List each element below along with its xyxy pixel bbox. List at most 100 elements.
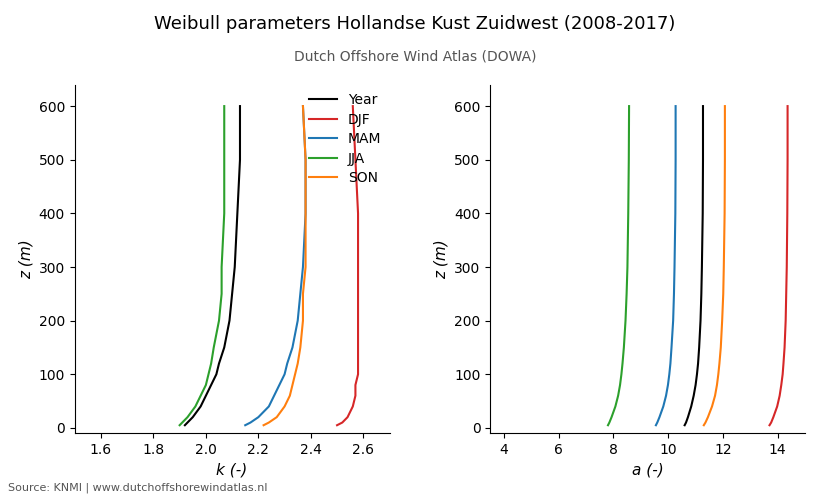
Year [180,422,190,428]
Y-axis label: z (m): z (m) [433,239,449,279]
JJA [622,264,632,270]
Line: MAM: MAM [245,106,305,425]
SON [715,345,725,351]
SON [720,103,730,109]
SON [717,318,727,324]
SON [701,419,710,425]
Text: Dutch Offshore Wind Atlas (DOWA): Dutch Offshore Wind Atlas (DOWA) [294,50,536,64]
DJF [779,361,788,367]
SON [707,403,717,409]
DJF [783,210,793,216]
JJA [615,382,625,388]
JJA [178,419,188,425]
Year [698,210,708,216]
DJF [779,345,789,351]
DJF [353,291,363,297]
MAM [300,210,310,216]
MAM [666,361,676,367]
SON [271,414,281,420]
SON [712,382,722,388]
X-axis label: k (-): k (-) [217,463,247,478]
DJF [348,403,358,409]
DJF [783,103,793,109]
JJA [217,264,227,270]
MAM [658,403,668,409]
Y-axis label: z (m): z (m) [18,239,33,279]
DJF [337,419,347,425]
SON [264,419,274,425]
MAM [652,419,662,425]
Year [696,318,706,324]
Year [689,393,699,399]
Year [206,382,216,388]
Line: MAM: MAM [656,106,676,425]
SON [287,382,297,388]
Year [183,419,193,425]
JJA [203,372,213,377]
Year [232,210,242,216]
SON [293,361,303,367]
MAM [246,419,256,425]
Line: SON: SON [264,106,305,425]
Text: Weibull parameters Hollandse Kust Zuidwest (2008-2017): Weibull parameters Hollandse Kust Zuidwe… [154,15,676,33]
JJA [621,318,631,324]
Year [691,382,701,388]
MAM [663,382,673,388]
MAM [298,264,308,270]
SON [298,103,308,109]
Year [694,345,704,351]
DJF [766,419,776,425]
Year [214,361,224,367]
Year [219,345,229,351]
JJA [607,414,617,420]
SON [285,393,295,399]
JJA [201,382,211,388]
Year [196,403,206,409]
Year [235,157,245,163]
JJA [617,372,627,377]
MAM [287,345,297,351]
SON [703,414,713,420]
MAM [671,210,681,216]
DJF [343,414,353,420]
DJF [776,382,786,388]
SON [718,291,728,297]
Line: SON: SON [704,106,725,425]
JJA [624,157,634,163]
JJA [219,210,229,216]
Year [698,103,708,109]
SON [300,157,310,163]
JJA [183,414,193,420]
Year [696,291,706,297]
MAM [664,372,674,377]
MAM [666,345,676,351]
SON [720,157,730,163]
SON [300,264,310,270]
JJA [219,157,229,163]
JJA [613,393,623,399]
DJF [332,422,342,428]
DJF [353,264,363,270]
SON [298,318,308,324]
SON [713,372,723,377]
Line: DJF: DJF [337,106,358,425]
Year [683,414,693,420]
MAM [668,318,678,324]
MAM [293,318,303,324]
JJA [619,345,629,351]
MAM [651,422,661,428]
JJA [219,103,229,109]
MAM [282,361,292,367]
Year [224,318,234,324]
DJF [783,157,793,163]
X-axis label: a (-): a (-) [632,463,663,478]
MAM [280,372,290,377]
DJF [353,345,363,351]
Year [686,403,696,409]
Year [201,393,211,399]
DJF [772,403,782,409]
MAM [655,414,665,420]
JJA [623,210,633,216]
JJA [604,419,614,425]
Year [227,291,237,297]
